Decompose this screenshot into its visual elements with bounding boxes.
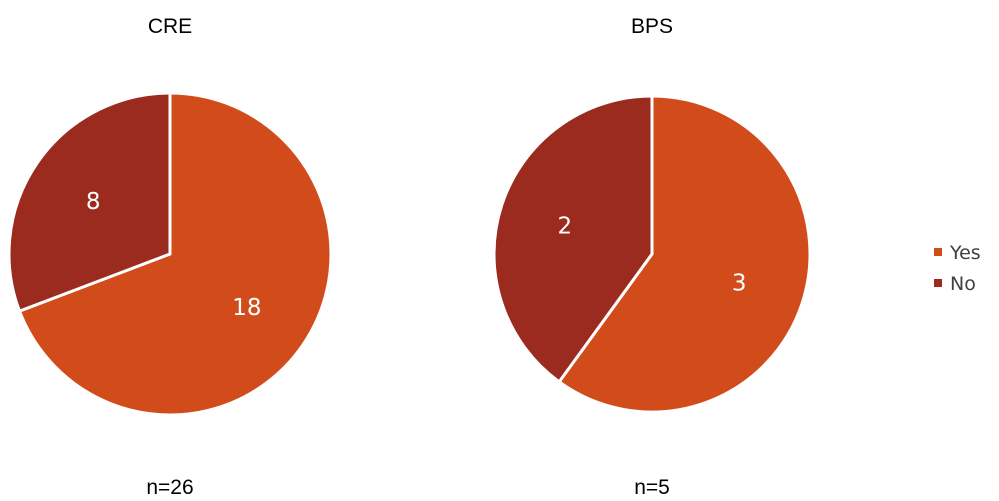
pie-slice-bps-yes [557,94,812,414]
pie-slice-bps-no [492,94,654,384]
pie-cre: 18 8 [7,91,333,417]
data-label-bps-yes: 3 [732,270,747,296]
chart-title-cre: CRE [148,15,192,38]
legend-swatch-no [934,279,942,287]
pie-slice-cre-yes [17,91,333,417]
chart-title-bps: BPS [631,15,673,38]
data-label-cre-yes: 18 [232,295,261,321]
pie-bps: 32 [492,94,812,414]
legend: Yes No [934,242,981,295]
legend-label-yes: Yes [949,242,981,264]
data-label-cre-no: 8 [86,189,101,215]
chart-caption-cre: n=26 [146,476,193,499]
legend-swatch-yes [934,248,942,256]
data-label-bps-no: 2 [558,214,573,240]
chart-caption-bps: n=5 [634,476,670,499]
pie-slice-cre-no [7,91,172,313]
legend-label-no: No [950,273,976,295]
